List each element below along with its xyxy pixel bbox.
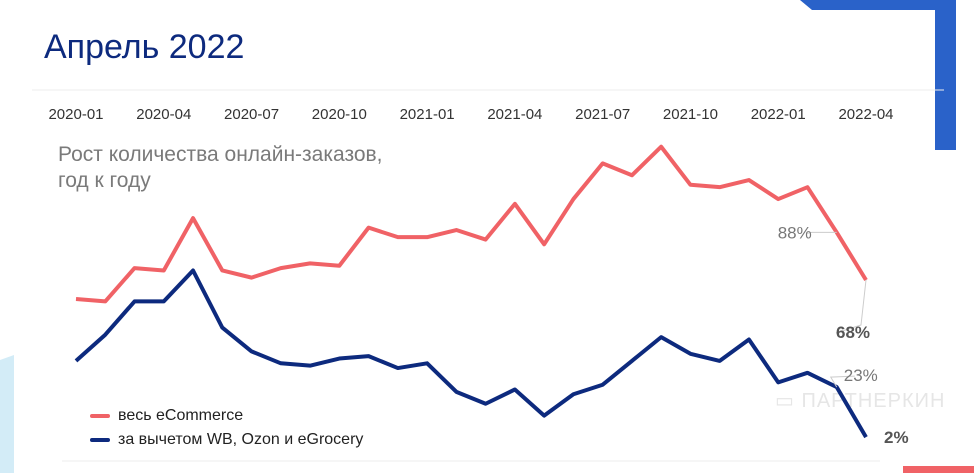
x-tick-label: 2020-10 <box>312 106 367 123</box>
legend-swatch <box>90 414 110 418</box>
x-tick-label: 2021-01 <box>400 106 455 123</box>
x-tick-label: 2020-07 <box>224 106 279 123</box>
series-line-0 <box>75 144 868 304</box>
corner-decoration-blue <box>800 0 956 150</box>
corner-decoration-red <box>903 466 974 473</box>
annotation-leader <box>835 279 867 334</box>
annotation-label: 68% <box>836 323 870 342</box>
x-tick-label: 2020-04 <box>136 106 191 123</box>
annotation-label: 88% <box>778 223 812 242</box>
x-tick-label: 2022-01 <box>751 106 806 123</box>
x-tick-label: 2021-04 <box>487 106 542 123</box>
x-tick-label: 2022-04 <box>838 106 893 123</box>
annotation-leader <box>806 231 837 234</box>
legend-label: весь eCommerce <box>118 407 244 424</box>
watermark: ▭ ПАРТНЕРКИН <box>775 390 946 412</box>
legend-swatch <box>90 438 110 442</box>
corner-decoration-lightblue <box>0 355 14 473</box>
x-tick-label: 2021-07 <box>575 106 630 123</box>
annotation-leader <box>829 375 855 388</box>
legend-label: за вычетом WB, Ozon и eGrocery <box>118 431 364 448</box>
legend: весь eCommerce за вычетом WB, Ozon и eGr… <box>90 404 363 452</box>
chart-subtitle: Рост количества онлайн-заказов, год к го… <box>58 142 383 194</box>
legend-item-excluding: за вычетом WB, Ozon и eGrocery <box>90 428 363 452</box>
series-line-1 <box>74 268 868 439</box>
page-title: Апрель 2022 <box>44 28 245 66</box>
x-tick-label: 2020-01 <box>48 106 103 123</box>
annotation-label: 23% <box>844 366 878 385</box>
subtitle-line: год к году <box>58 169 151 192</box>
subtitle-line: Рост количества онлайн-заказов, <box>58 143 383 166</box>
annotation-label: 2% <box>884 428 909 447</box>
x-tick-label: 2021-10 <box>663 106 718 123</box>
legend-item-ecommerce: весь eCommerce <box>90 404 363 428</box>
